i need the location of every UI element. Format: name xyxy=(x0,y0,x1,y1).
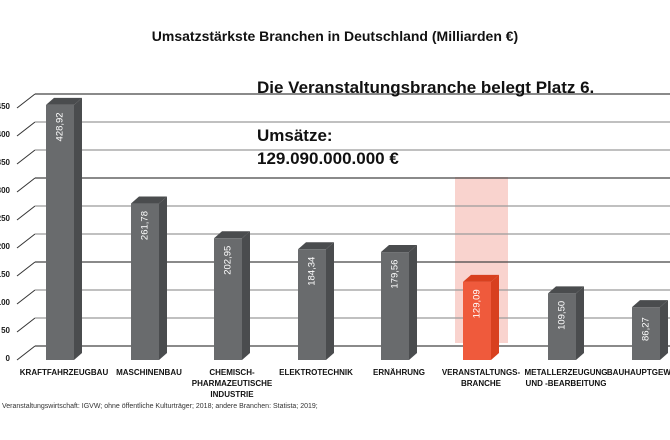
axis-tick-line xyxy=(16,121,36,137)
axis-tick-line xyxy=(16,261,36,277)
bar-top xyxy=(381,245,417,253)
chart-title: Umsatzstärkste Branchen in Deutschland (… xyxy=(151,28,519,44)
annotation-label: Umsätze: xyxy=(257,126,333,145)
bar-side xyxy=(242,231,250,360)
bar xyxy=(463,281,491,360)
bar-side xyxy=(74,97,82,361)
bar-value-label: 428,92 xyxy=(55,112,66,141)
axis-tick-line xyxy=(16,93,36,109)
axis-tick-line xyxy=(16,233,36,249)
bar-value-label: 261,78 xyxy=(140,211,151,240)
x-category-label: CHEMISCH- PHARMAZEUTISCHE INDUSTRIE xyxy=(191,368,273,399)
bar-top xyxy=(463,274,499,282)
annotation-headline: Die Veranstaltungsbranche belegt Platz 6… xyxy=(257,78,595,97)
bar-value-label: 86,27 xyxy=(641,317,652,341)
x-category-label: VERANSTALTUNGS- BRANCHE xyxy=(441,368,521,388)
y-tick-label: 50 xyxy=(1,326,10,335)
bar xyxy=(46,104,74,361)
bar xyxy=(131,203,159,360)
bar-side xyxy=(326,242,334,360)
axis-tick-line xyxy=(16,289,36,305)
bar-side xyxy=(576,286,584,360)
bar-top xyxy=(298,242,334,250)
bar-top xyxy=(214,231,250,239)
y-tick-label: 0 xyxy=(6,354,11,363)
y-tick-label: 450 xyxy=(0,102,11,111)
x-category-label: METALLERZEUGUNG UND -BEARBEITUNG xyxy=(524,368,608,388)
bar-value-label: 109,50 xyxy=(557,301,568,330)
x-category-label: ELEKTROTECHNIK xyxy=(279,368,353,377)
axis-tick-line xyxy=(16,149,36,165)
axis-tick-line xyxy=(16,345,36,361)
bar-value-label: 179,56 xyxy=(390,260,401,289)
axis-tick-line xyxy=(16,205,36,221)
bar-top xyxy=(632,300,668,308)
y-tick-label: 200 xyxy=(0,242,11,251)
bar xyxy=(298,249,326,360)
y-tick-label: 250 xyxy=(0,214,11,223)
x-category-label: KRAFTFAHRZEUGBAU xyxy=(19,368,109,377)
y-tick-label: 350 xyxy=(0,158,11,167)
y-tick-label: 300 xyxy=(0,186,11,195)
bar-top xyxy=(46,97,82,105)
bar-side xyxy=(159,196,167,360)
bar-side xyxy=(491,274,499,360)
annotation-value: 129.090.000.000 € xyxy=(257,149,399,168)
bar-value-label: 202,95 xyxy=(223,246,234,275)
y-tick-label: 400 xyxy=(0,130,11,139)
bar-side xyxy=(660,300,668,360)
bar xyxy=(632,307,660,360)
bar xyxy=(548,293,576,360)
x-category-label: MASCHINENBAU xyxy=(116,368,182,377)
source-footer: Veranstaltungswirtschaft: IGVW; ohne öff… xyxy=(2,403,318,410)
bar xyxy=(214,238,242,360)
bar-top xyxy=(131,196,167,204)
bar-value-label: 184,34 xyxy=(307,257,318,286)
bar-value-label: 129,09 xyxy=(472,289,483,318)
bar xyxy=(381,252,409,360)
y-tick-label: 100 xyxy=(0,298,11,307)
x-category-label: ERNÄHRUNG xyxy=(373,368,425,377)
bar-side xyxy=(409,245,417,360)
y-tick-label: 150 xyxy=(0,270,11,279)
bar-top xyxy=(548,286,584,294)
x-category-label: BAUHAUPTGEWERBE xyxy=(606,368,670,377)
axis-tick-line xyxy=(16,317,36,333)
axis-tick-line xyxy=(16,177,36,193)
